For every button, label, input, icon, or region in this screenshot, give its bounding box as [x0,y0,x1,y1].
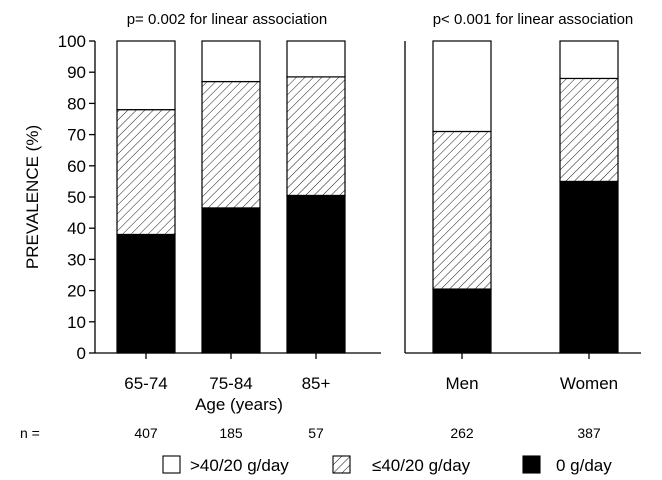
x-category-label: Women [560,374,618,393]
n-value-label: 57 [308,425,324,441]
x-category-label: Men [445,374,478,393]
bar-segment [286,76,346,197]
legend-swatch [522,455,541,474]
y-tick-label: 40 [67,219,86,238]
bar-segment [286,40,346,78]
legend-label: ≤40/20 g/day [372,456,471,475]
y-tick-label: 70 [67,126,86,145]
legend-swatch [162,455,181,474]
y-tick-label: 50 [67,188,86,207]
panel-annotation: p< 0.001 for linear association [433,11,634,28]
bar-segment [559,40,619,80]
y-tick-label: 30 [67,250,86,269]
x-category-label: 65-74 [124,374,167,393]
bar-segment [432,40,492,133]
bar-segment [116,40,176,111]
bar-segment [432,130,492,290]
bar-segment [116,233,176,354]
legend-swatch [332,455,351,474]
bar-segment [201,207,261,354]
n-value-label: 407 [134,425,158,441]
bar-segment [559,77,619,183]
y-tick-label: 60 [67,157,86,176]
y-tick-label: 90 [67,63,86,82]
n-value-label: 185 [219,425,243,441]
n-value-label: 387 [577,425,601,441]
y-tick-label: 100 [58,32,86,51]
y-tick-label: 0 [77,344,86,363]
bar-segment [201,80,261,209]
x-axis-label: Age (years) [195,395,283,414]
bar-segment [432,288,492,354]
bar-segment [559,180,619,354]
panel-annotation: p= 0.002 for linear association [127,11,328,28]
legend-label: >40/20 g/day [190,456,289,475]
x-category-label: 85+ [302,374,331,393]
y-axis-label: PREVALENCE (%) [23,125,42,269]
y-tick-label: 80 [67,94,86,113]
y-tick-label: 10 [67,313,86,332]
bar-segment [116,109,176,236]
y-tick-label: 20 [67,282,86,301]
n-value-label: 262 [450,425,474,441]
n-prefix-label: n = [20,425,40,441]
bar-segment [286,194,346,354]
bar-segment [201,40,261,83]
legend-label: 0 g/day [556,456,612,475]
x-category-label: 75-84 [209,374,252,393]
